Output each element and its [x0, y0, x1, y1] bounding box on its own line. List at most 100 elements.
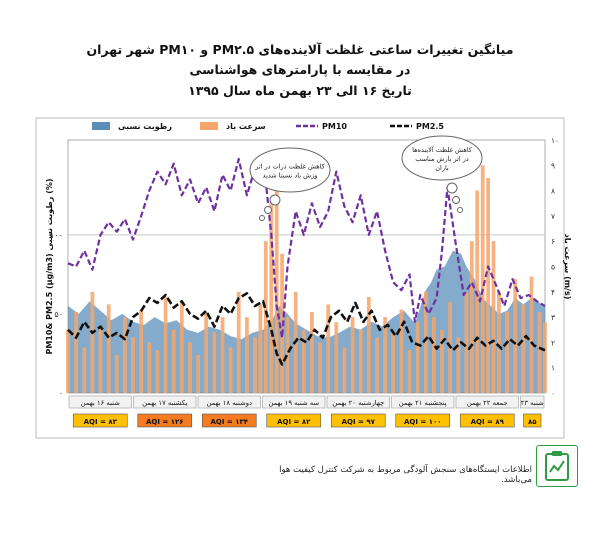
wind-bar-55 [486, 178, 490, 393]
day-cell-1 [133, 395, 197, 409]
wind-bar-19 [220, 317, 225, 393]
wind-bar-20 [228, 347, 233, 393]
wind-bar-52 [469, 241, 474, 393]
wind-bar-24 [258, 304, 263, 393]
wind-bar-29 [285, 317, 290, 393]
wind-bar-13 [171, 329, 176, 394]
wind-bar-2 [82, 347, 87, 393]
day-cell-0 [68, 395, 132, 409]
annotation-wind-text-0: کاهش غلظت ذرات در اثر [254, 163, 325, 171]
wind-bar-40 [375, 337, 379, 393]
legend-swatch-0 [92, 122, 110, 130]
wind-bar-37 [350, 317, 355, 393]
day-label-5: پنجشنبه ۲۱ بهمن [399, 399, 447, 407]
wind-bar-32 [310, 312, 314, 393]
annotation-rain-tail-2 [457, 207, 463, 213]
day-label-6: جمعه ۲۲ بهمن [467, 399, 508, 407]
left-tick-label: ۱۰۰ [50, 231, 63, 240]
wind-bar-53 [475, 190, 480, 393]
wind-bar-58 [505, 312, 509, 393]
annotation-rain-text-0: کاهش غلظت آلاینده‌ها [412, 145, 473, 154]
wind-bar-10 [147, 342, 152, 393]
day-label-2: دوشنبه ۱۸ بهمن [206, 399, 252, 407]
wind-bar-54 [480, 165, 485, 393]
annotation-wind-bubble [249, 147, 331, 193]
right-tick-label: ۱ [551, 364, 555, 373]
aqi-label-5: AQI = ۱۰۰ [404, 418, 442, 426]
wind-bar-39 [366, 296, 371, 393]
day-cell-7 [520, 395, 545, 409]
wind-bar-56 [491, 241, 496, 393]
day-label-0: شنبه ۱۶ بهمن [81, 399, 121, 407]
wind-bar-47 [432, 317, 436, 393]
wind-bar-9 [139, 309, 144, 393]
wind-bar-48 [440, 329, 444, 394]
wind-bar-18 [212, 332, 217, 393]
wind-bar-26 [269, 203, 274, 394]
annotation-rain-text-1: در اثر بارش مناسب [415, 155, 469, 163]
legend-label-2: PM10 [322, 122, 347, 131]
annotation-wind-tail-1 [264, 206, 272, 214]
wind-bar-12 [163, 296, 168, 393]
legend-label-0: رطوبت نسبی [118, 122, 172, 131]
day-label-7: شنبه ۲۳ [521, 399, 544, 407]
annotation-rain-bubble [401, 135, 483, 181]
right-tick-label: ۰ [551, 389, 555, 398]
aqi-box-1 [137, 413, 193, 428]
wind-bar-21 [236, 291, 241, 393]
aqi-label-6: AQI = ۸۹ [471, 418, 505, 426]
annotation-rain-tail-1 [452, 196, 460, 204]
right-tick-label: ۲ [551, 338, 555, 347]
wind-bar-50 [456, 337, 461, 393]
wind-bar-51 [464, 291, 469, 393]
aqi-box-3 [266, 413, 322, 428]
aqi-label-3: AQI = ۸۲ [277, 418, 311, 426]
day-cell-2 [197, 395, 261, 409]
wind-bar-44 [407, 350, 412, 393]
wind-bar-27 [274, 172, 279, 393]
wind-bar-7 [123, 317, 127, 393]
day-label-1: یکشنبه ۱۷ بهمن [142, 399, 187, 407]
aqi-label-2: AQI = ۱۳۴ [210, 418, 248, 426]
wind-bar-3 [90, 291, 95, 393]
day-cell-5 [391, 395, 455, 409]
left-tick-label: ۵۰ [54, 310, 63, 319]
wind-bar-6 [114, 355, 119, 393]
aqi-box-2 [201, 413, 257, 428]
right-axis-label: سرعت باد (m/s) [563, 234, 572, 300]
wind-bar-5 [106, 304, 111, 393]
wind-bar-31 [301, 329, 306, 394]
title-line-2: در مقایسه با پارامترهای هواشناسی [189, 62, 411, 77]
wind-bar-43 [399, 309, 404, 393]
wind-bar-4 [98, 327, 103, 393]
right-tick-label: ۴ [551, 288, 555, 297]
right-tick-label: ۶ [551, 237, 555, 246]
wind-bar-0 [66, 329, 70, 394]
wind-bar-1 [74, 312, 78, 393]
wind-bar-38 [358, 329, 363, 394]
right-tick-label: ۵ [551, 263, 555, 272]
wind-bar-61 [529, 276, 534, 393]
legend-label-1: سرعت باد [226, 122, 266, 131]
aqi-box-4 [330, 413, 386, 428]
wind-bar-35 [334, 322, 339, 393]
aqi-label-4: AQI = ۹۷ [342, 418, 376, 426]
footnote: اطلاعات ایستگاه‌های سنجش آلودگی مربوط به… [279, 465, 532, 485]
aqi-box-0 [72, 413, 128, 428]
aqi-label-0: AQI = ۸۳ [84, 418, 118, 426]
wind-bar-57 [497, 291, 501, 393]
wind-bar-23 [253, 337, 257, 393]
wind-bar-15 [188, 342, 192, 393]
aqi-box-6 [459, 413, 515, 428]
clipboard-chart-icon [536, 445, 578, 487]
wind-bar-59 [513, 279, 518, 393]
day-cell-4 [326, 395, 390, 409]
wind-bar-8 [131, 337, 135, 393]
aqi-label-1: AQI = ۱۲۶ [146, 418, 184, 426]
series-pm10-line [67, 154, 546, 339]
wind-bar-36 [342, 347, 347, 393]
annotation-rain-text-2: باران [435, 164, 449, 172]
right-tick-label: ۹ [551, 161, 555, 170]
title-line-1: میانگین تغییرات ساعتی غلظت آلاینده‌های P… [86, 42, 514, 57]
left-tick-label: ۰ [59, 389, 63, 398]
